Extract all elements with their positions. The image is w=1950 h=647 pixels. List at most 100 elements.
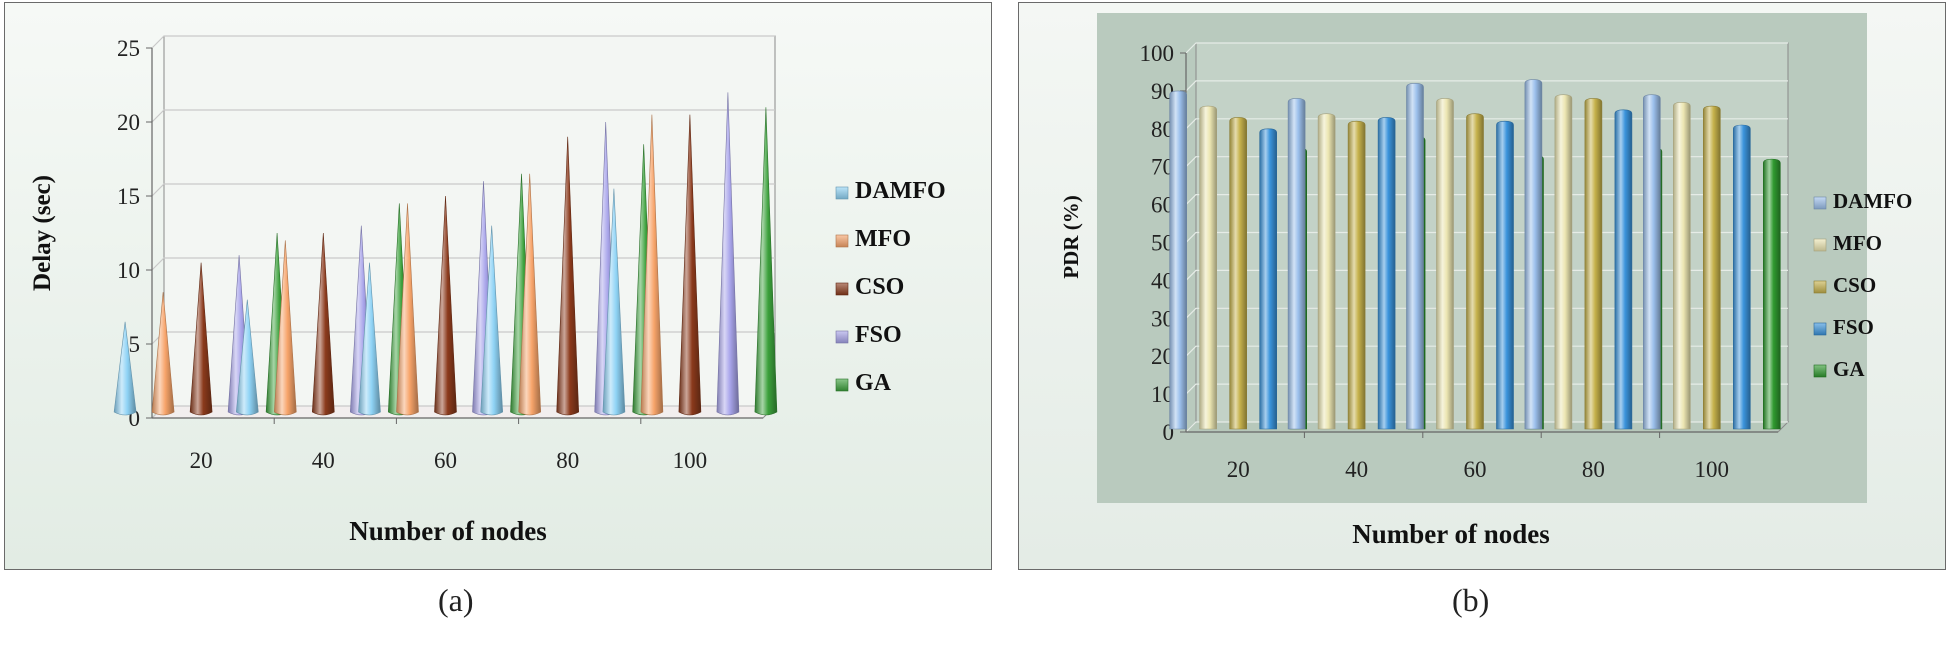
bar-cso-80 xyxy=(556,136,580,416)
caption-a: (a) xyxy=(438,582,474,618)
legend-swatch-damfo xyxy=(1813,196,1827,210)
bar-damfo-60 xyxy=(1406,83,1424,430)
bar-fso-40 xyxy=(1377,117,1396,430)
legend-label-fso: FSO xyxy=(1833,315,1874,339)
bar-damfo-40 xyxy=(1287,98,1306,430)
y-tick-label: 20 xyxy=(117,110,140,135)
y-axis-title: PDR (%) xyxy=(1059,195,1083,278)
y-tick-label: 5 xyxy=(129,332,141,357)
x-tick-label: 60 xyxy=(1464,457,1487,482)
bar-damfo-20 xyxy=(1169,90,1187,430)
x-axis-title: Number of nodes xyxy=(1352,519,1550,549)
x-tick-label: 80 xyxy=(556,448,579,473)
legend-swatch-cso xyxy=(1813,280,1827,294)
bar-damfo-80 xyxy=(1524,79,1543,430)
legend-label-fso: FSO xyxy=(855,322,902,348)
bar-cso-100 xyxy=(1703,105,1721,430)
bar-ga-100 xyxy=(754,107,778,416)
y-tick-label: 10 xyxy=(117,258,140,283)
legend-label-ga: GA xyxy=(1833,357,1865,381)
bar-mfo-100 xyxy=(640,114,664,416)
bar-mfo-60 xyxy=(1436,98,1454,430)
gridline xyxy=(1185,80,1788,92)
y-tick-label: 40 xyxy=(1151,268,1174,293)
legend-label-mfo: MFO xyxy=(855,226,911,252)
legend-swatch-mfo xyxy=(835,234,849,248)
gridline xyxy=(151,109,775,123)
bar-cso-20 xyxy=(1229,117,1247,430)
x-axis-title: Number of nodes xyxy=(349,516,547,546)
y-tick-label: 20 xyxy=(1151,344,1174,369)
legend: DAMFO MFO CSO FSO GA xyxy=(835,178,946,396)
legend-swatch-mfo xyxy=(1813,238,1827,252)
y-tick-label: 50 xyxy=(1151,231,1174,256)
bar-damfo-100 xyxy=(1643,94,1661,430)
y-tick-label: 70 xyxy=(1151,155,1174,180)
bar-mfo-80 xyxy=(518,173,542,416)
bar-mfo-40 xyxy=(1317,113,1336,430)
gridline xyxy=(1185,42,1788,54)
x-tick-label: 80 xyxy=(1582,457,1605,482)
y-axis-ticks: 0 5 10 15 20 25 xyxy=(117,36,152,431)
x-tick-label: 100 xyxy=(1695,457,1730,482)
y-axis-title: Delay (sec) xyxy=(29,175,56,291)
x-tick-label: 20 xyxy=(190,448,213,473)
y-tick-label: 25 xyxy=(117,36,140,61)
legend-swatch-ga xyxy=(835,378,849,392)
x-tick-label: 40 xyxy=(312,448,335,473)
bar-mfo-100 xyxy=(1673,101,1691,430)
bar-fso-100 xyxy=(1733,124,1751,430)
gridline xyxy=(151,35,775,49)
y-tick-label: 10 xyxy=(1151,382,1174,407)
y-tick-label: 30 xyxy=(1151,306,1174,331)
caption-b: (b) xyxy=(1452,582,1490,618)
legend-label-cso: CSO xyxy=(1833,273,1876,297)
bar-ga-100 xyxy=(1763,158,1781,430)
y-tick-label: 80 xyxy=(1151,117,1174,142)
bar-cso-40 xyxy=(1347,120,1366,430)
bars xyxy=(113,92,778,416)
bar-damfo-60 xyxy=(358,262,381,416)
legend-label-damfo: DAMFO xyxy=(855,178,946,204)
legend-swatch-ga xyxy=(1813,364,1827,378)
bar-cso-60 xyxy=(1466,113,1484,430)
bar-mfo-80 xyxy=(1554,94,1573,430)
y-tick-label: 100 xyxy=(1140,41,1175,66)
bar-damfo-100 xyxy=(602,188,626,416)
bar-damfo-40 xyxy=(235,299,259,416)
bar-damfo-80 xyxy=(480,225,504,416)
bar-cso-80 xyxy=(1584,98,1603,430)
legend-swatch-fso xyxy=(835,330,849,344)
y-tick-label: 15 xyxy=(117,184,140,209)
bar-cso-100 xyxy=(678,114,702,416)
y-tick-label: 90 xyxy=(1151,79,1174,104)
bar-fso-100 xyxy=(716,92,740,416)
legend: DAMFO MFO CSO FSO GA xyxy=(1813,189,1912,381)
y-tick-label: 0 xyxy=(1163,420,1175,445)
bar-mfo-20 xyxy=(151,292,175,416)
bar-cso-60 xyxy=(434,195,457,416)
legend-label-cso: CSO xyxy=(855,274,904,300)
bar-fso-20 xyxy=(1259,128,1277,430)
legend-swatch-cso xyxy=(835,282,849,296)
x-tick-label: 100 xyxy=(673,448,708,473)
y-axis-ticks: 0 10 20 30 40 50 60 70 80 90 100 xyxy=(1140,41,1186,445)
x-tick-label: 60 xyxy=(434,448,457,473)
bar-mfo-60 xyxy=(396,203,419,416)
bar-fso-80 xyxy=(1614,109,1633,430)
bar-mfo-40 xyxy=(273,240,297,416)
x-tick-label: 40 xyxy=(1345,457,1368,482)
x-tick-label: 20 xyxy=(1227,457,1250,482)
legend-label-damfo: DAMFO xyxy=(1833,189,1912,213)
legend-swatch-fso xyxy=(1813,322,1827,336)
legend-label-mfo: MFO xyxy=(1833,231,1882,255)
y-tick-label: 0 xyxy=(129,406,141,431)
bar-cso-20 xyxy=(189,262,213,416)
bar-damfo-20 xyxy=(113,321,137,416)
legend-label-ga: GA xyxy=(855,370,892,396)
y-tick-label: 60 xyxy=(1151,193,1174,218)
bars xyxy=(1169,79,1781,430)
bar-fso-60 xyxy=(1496,120,1514,430)
